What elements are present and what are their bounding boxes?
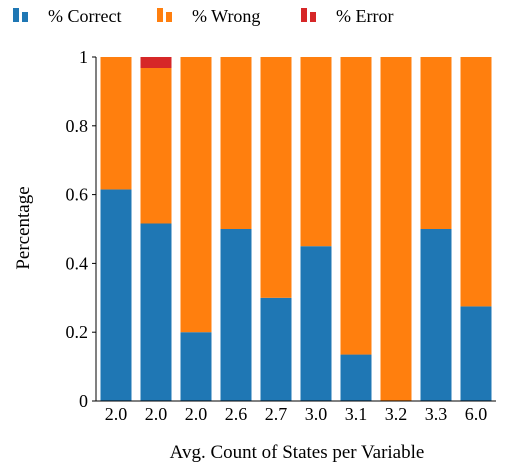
legend-swatch [301, 8, 307, 22]
bar-error-2 [140, 57, 172, 69]
bar-correct-4 [220, 229, 252, 401]
x-tick-label: 2.0 [105, 404, 128, 424]
bars [100, 57, 492, 401]
x-tick-label: 3.2 [385, 404, 408, 424]
axes: 2.0 2.0 2.0 2.6 2.7 3.0 3.1 3.2 3.3 6.0 0 0.2 0.4 0.6… [66, 47, 496, 424]
bar-wrong-5 [260, 57, 292, 298]
bar-wrong-6 [300, 57, 332, 247]
legend-swatch [157, 8, 163, 22]
y-tick-label: 0.8 [66, 116, 89, 136]
legend-label: % Error [336, 6, 393, 26]
bar-correct-1 [100, 189, 132, 401]
y-axis-label: Percentage [13, 186, 34, 269]
x-tick-label: 6.0 [465, 404, 488, 424]
bar-correct-2 [140, 223, 172, 401]
y-tick-label: 0.2 [66, 322, 89, 342]
bar-wrong-8 [380, 57, 412, 401]
legend-swatch [22, 12, 28, 22]
legend-swatch [310, 12, 316, 22]
legend-swatch [166, 12, 172, 22]
x-axis-label: Avg. Count of States per Variable [170, 442, 425, 463]
legend: % Correct % Wrong % Error [13, 6, 393, 26]
y-tick-label: 0.4 [66, 253, 89, 273]
bar-correct-3 [180, 332, 212, 401]
bar-wrong-1 [100, 57, 132, 190]
x-tick-label: 2.0 [145, 404, 168, 424]
legend-label: % Wrong [192, 6, 260, 26]
bar-correct-9 [420, 229, 452, 401]
legend-label: % Correct [48, 6, 121, 26]
bar-wrong-7 [340, 57, 372, 355]
x-tick-label: 2.7 [265, 404, 288, 424]
bar-wrong-2 [140, 68, 172, 224]
y-tick-label: 0.6 [66, 185, 89, 205]
bar-wrong-9 [420, 57, 452, 229]
bar-correct-5 [260, 297, 292, 401]
x-tick-label: 2.6 [225, 404, 248, 424]
x-tick-label: 2.0 [185, 404, 208, 424]
bar-wrong-10 [460, 57, 492, 307]
x-tick-label: 3.3 [425, 404, 448, 424]
y-tick-label: 1 [79, 47, 88, 67]
bar-correct-7 [340, 354, 372, 401]
legend-swatch [13, 8, 19, 22]
bar-wrong-4 [220, 57, 252, 229]
y-tick-label: 0 [79, 391, 88, 411]
bar-wrong-3 [180, 57, 212, 333]
x-tick-label: 3.1 [345, 404, 368, 424]
bar-correct-6 [300, 246, 332, 401]
x-tick-label: 3.0 [305, 404, 328, 424]
bar-correct-10 [460, 306, 492, 401]
